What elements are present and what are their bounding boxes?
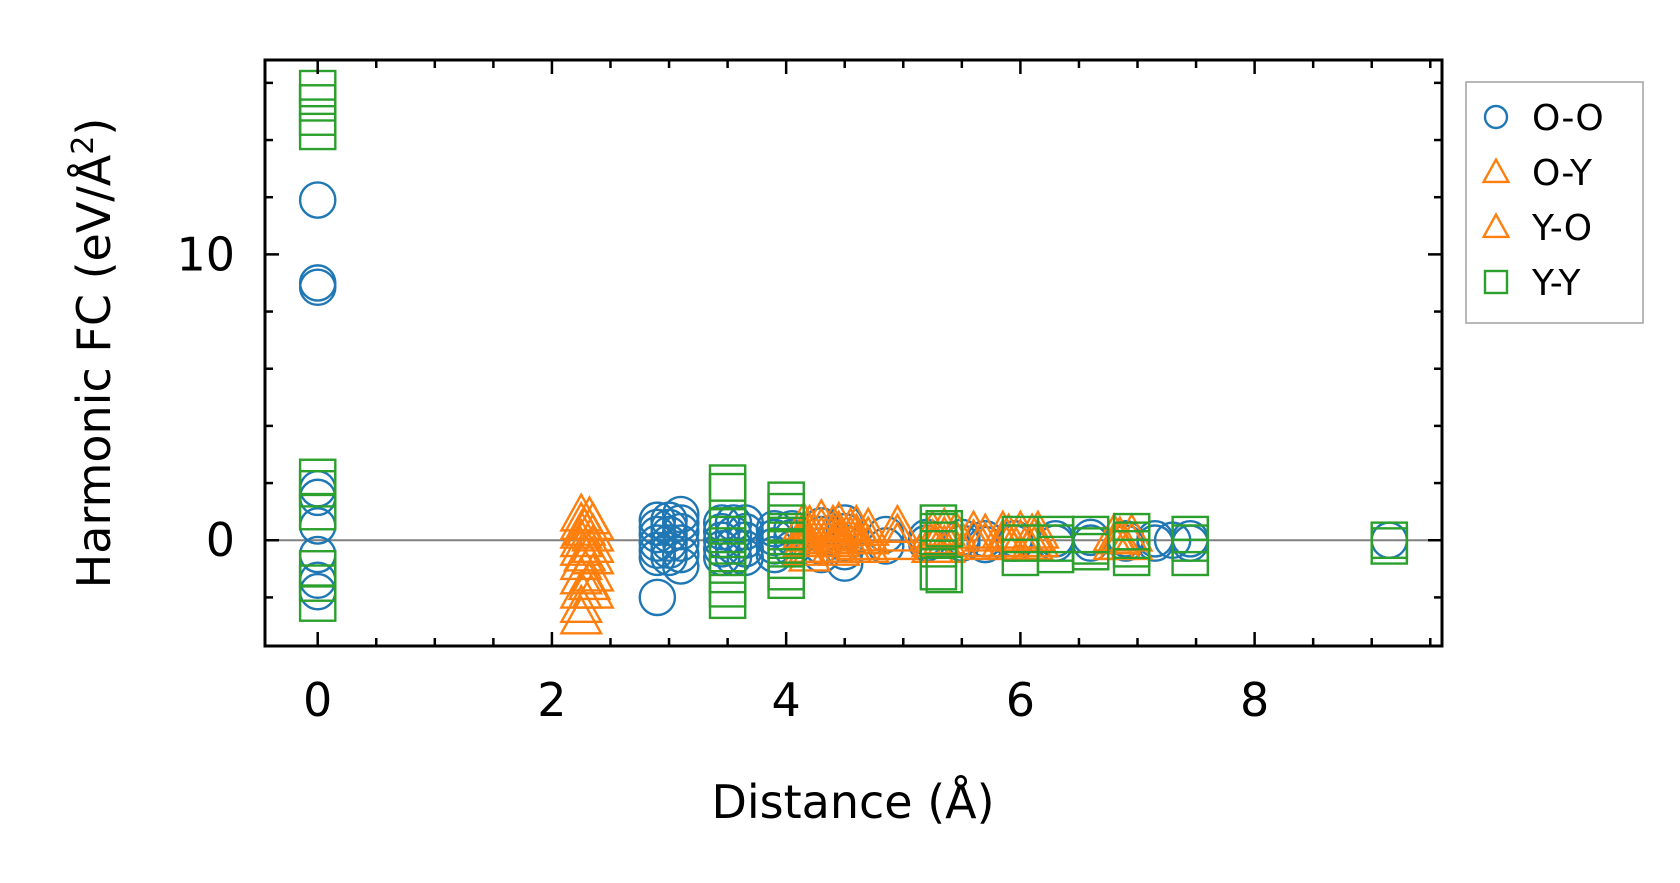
data-point-o-o (298, 478, 337, 517)
data-point-y-y (708, 581, 747, 620)
data-point-y-o (1098, 515, 1142, 555)
data-point-y-o (1010, 520, 1054, 561)
data-point-o-o (661, 504, 700, 542)
legend-marker-y-o (1481, 212, 1511, 239)
data-point-o-y (875, 512, 920, 552)
data-point-y-y (298, 84, 337, 122)
data-point-o-o (661, 524, 700, 562)
series-y-y (298, 69, 1409, 622)
legend-label: O-Y (1532, 153, 1593, 194)
data-point-y-o (787, 503, 832, 544)
y-axis-title-main: Harmonic FC (eV/Å (67, 154, 121, 588)
data-point-o-o (661, 535, 700, 574)
data-point-y-y (298, 492, 337, 531)
axis-ticks (265, 60, 1442, 646)
data-point-o-y (816, 526, 861, 566)
x-tick-label: 6 (1006, 673, 1035, 727)
data-point-o-y (875, 503, 920, 544)
data-point-o-o (298, 268, 337, 307)
data-point-o-o (650, 538, 688, 577)
data-points (298, 69, 1409, 635)
y-tick-label: 0 (206, 513, 235, 567)
data-point-y-o (846, 506, 891, 546)
x-tick-label: 4 (772, 673, 801, 727)
legend-frame (1465, 81, 1644, 324)
x-tick-label: 0 (303, 673, 332, 727)
data-point-y-o (787, 523, 832, 564)
data-point-y-y (708, 464, 747, 502)
legend-marker-o-y (1481, 157, 1511, 184)
data-point-y-o (963, 512, 1008, 552)
data-point-o-o (661, 495, 700, 534)
plot-frame (263, 58, 1444, 648)
data-point-o-o (661, 547, 700, 585)
data-point-y-o (986, 512, 1031, 552)
data-point-y-o (567, 495, 612, 535)
data-point-y-y (298, 112, 337, 151)
series-y-o (562, 495, 1142, 601)
data-point-y-y (298, 469, 337, 508)
x-axis-title: Distance (Å) (711, 775, 994, 829)
legend-entries: O-O O-Y Y-O Y-Y (1481, 98, 1604, 304)
data-point-y-y (298, 584, 337, 622)
legend-entry-y-o: Y-O (1481, 208, 1592, 249)
data-point-y-y (1171, 538, 1210, 577)
data-point-y-y (298, 69, 337, 108)
data-point-o-y (875, 520, 920, 561)
legend-marker-y-y (1483, 269, 1509, 295)
data-point-y-y (767, 561, 805, 600)
legend-entry-y-y: Y-Y (1483, 263, 1581, 304)
data-point-y-y (298, 98, 337, 136)
data-point-y-y (1071, 532, 1110, 571)
data-point-y-o (846, 523, 891, 564)
y-axis-title-end: ) (67, 118, 121, 136)
data-point-y-y (1112, 538, 1151, 577)
legend: O-O O-Y Y-O Y-Y (1465, 81, 1644, 324)
data-point-y-y (919, 530, 958, 568)
data-point-o-o (638, 578, 677, 617)
tick-labels: 0 2 4 6 8 0 10 (176, 227, 1269, 727)
data-point-o-o (650, 524, 688, 562)
data-point-y-o (846, 515, 891, 555)
legend-entry-o-o: O-O (1483, 98, 1604, 139)
x-tick-label: 8 (1240, 673, 1269, 727)
data-point-y-o (1010, 512, 1054, 552)
data-point-o-o (298, 507, 337, 545)
legend-label: Y-Y (1531, 263, 1581, 304)
legend-label: Y-O (1531, 208, 1592, 249)
data-point-y-y (708, 472, 747, 511)
data-point-y-o (567, 560, 612, 601)
data-point-y-y (919, 552, 958, 591)
data-point-o-y (559, 583, 604, 624)
y-tick-label: 10 (176, 227, 235, 281)
legend-label: O-O (1532, 98, 1604, 139)
data-point-o-o (298, 469, 337, 508)
data-point-y-y (1370, 527, 1409, 565)
y-axis-title-superscript: 2 (66, 136, 101, 155)
data-point-y-y (708, 570, 747, 608)
data-point-o-o (298, 181, 337, 219)
data-point-y-o (562, 506, 607, 546)
data-point-o-y (559, 595, 604, 635)
data-point-y-y (925, 510, 964, 548)
legend-marker-o-o (1483, 104, 1509, 130)
data-point-o-y (922, 506, 967, 546)
data-point-y-y (925, 555, 964, 594)
x-tick-label: 2 (537, 673, 566, 727)
y-axis-title: Harmonic FC (eV/Å2) (66, 118, 122, 589)
data-point-y-y (298, 564, 337, 602)
legend-entry-o-y: O-Y (1481, 153, 1593, 194)
